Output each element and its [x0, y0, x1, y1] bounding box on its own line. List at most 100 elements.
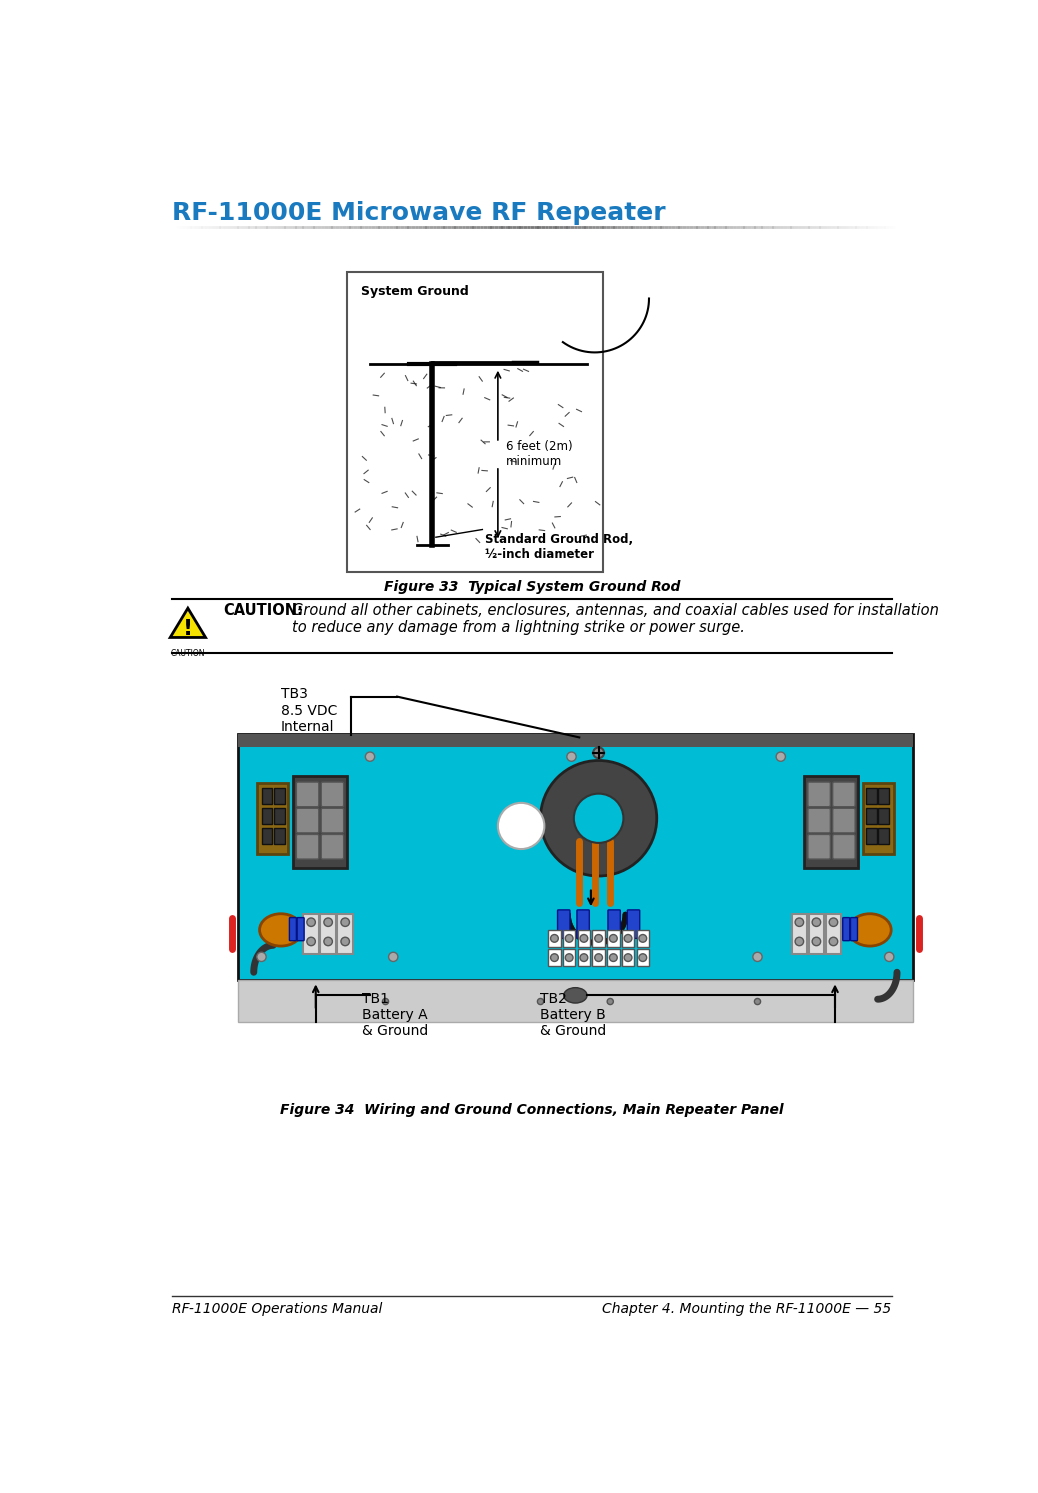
FancyBboxPatch shape — [303, 914, 319, 954]
Ellipse shape — [324, 918, 332, 927]
FancyBboxPatch shape — [321, 808, 344, 833]
Text: RF-11000E Operations Manual: RF-11000E Operations Manual — [172, 1302, 383, 1315]
FancyBboxPatch shape — [256, 782, 288, 854]
FancyBboxPatch shape — [337, 914, 353, 954]
Text: TB2
Battery B
& Ground: TB2 Battery B & Ground — [541, 991, 607, 1038]
FancyBboxPatch shape — [321, 835, 344, 858]
FancyBboxPatch shape — [578, 930, 590, 947]
Ellipse shape — [541, 760, 657, 876]
FancyBboxPatch shape — [792, 914, 808, 954]
FancyBboxPatch shape — [239, 733, 912, 979]
FancyBboxPatch shape — [347, 272, 602, 572]
FancyBboxPatch shape — [297, 918, 304, 941]
FancyBboxPatch shape — [832, 808, 855, 833]
Ellipse shape — [848, 914, 892, 947]
Ellipse shape — [538, 999, 544, 1005]
Text: RF-11000E Microwave RF Repeater: RF-11000E Microwave RF Repeater — [172, 200, 666, 225]
FancyBboxPatch shape — [548, 950, 561, 966]
FancyBboxPatch shape — [622, 950, 634, 966]
Ellipse shape — [609, 935, 618, 942]
FancyBboxPatch shape — [808, 782, 830, 806]
FancyBboxPatch shape — [563, 930, 575, 947]
Text: 6 feet (2m)
minimum: 6 feet (2m) minimum — [506, 440, 572, 469]
FancyBboxPatch shape — [262, 829, 272, 844]
FancyBboxPatch shape — [878, 788, 890, 803]
Text: Ground all other cabinets, enclosures, antennas, and coaxial cables used for ins: Ground all other cabinets, enclosures, a… — [293, 603, 939, 635]
Ellipse shape — [340, 918, 350, 927]
FancyBboxPatch shape — [636, 930, 649, 947]
FancyBboxPatch shape — [825, 914, 841, 954]
Ellipse shape — [776, 752, 786, 761]
Ellipse shape — [595, 935, 602, 942]
FancyBboxPatch shape — [808, 808, 830, 833]
FancyBboxPatch shape — [239, 733, 912, 748]
FancyBboxPatch shape — [843, 918, 850, 941]
Ellipse shape — [795, 918, 803, 927]
FancyBboxPatch shape — [850, 918, 857, 941]
FancyBboxPatch shape — [548, 930, 561, 947]
FancyBboxPatch shape — [607, 930, 620, 947]
Polygon shape — [170, 608, 206, 638]
FancyBboxPatch shape — [809, 914, 824, 954]
FancyBboxPatch shape — [878, 829, 890, 844]
FancyBboxPatch shape — [866, 829, 877, 844]
Ellipse shape — [566, 954, 573, 961]
Ellipse shape — [812, 938, 821, 945]
Ellipse shape — [624, 935, 632, 942]
Ellipse shape — [829, 938, 838, 945]
FancyBboxPatch shape — [878, 808, 890, 824]
FancyBboxPatch shape — [636, 950, 649, 966]
FancyBboxPatch shape — [297, 782, 319, 806]
Ellipse shape — [498, 803, 544, 850]
Ellipse shape — [829, 918, 838, 927]
Ellipse shape — [307, 938, 316, 945]
Ellipse shape — [609, 954, 618, 961]
FancyBboxPatch shape — [593, 930, 605, 947]
FancyBboxPatch shape — [832, 835, 855, 858]
FancyBboxPatch shape — [627, 909, 639, 939]
Ellipse shape — [388, 953, 398, 961]
FancyBboxPatch shape — [866, 788, 877, 803]
Text: TB1
Battery A
& Ground: TB1 Battery A & Ground — [362, 991, 429, 1038]
FancyBboxPatch shape — [274, 788, 284, 803]
Text: Chapter 4. Mounting the RF-11000E — 55: Chapter 4. Mounting the RF-11000E — 55 — [602, 1302, 892, 1315]
FancyBboxPatch shape — [577, 909, 590, 939]
Ellipse shape — [324, 938, 332, 945]
FancyBboxPatch shape — [321, 782, 344, 806]
FancyBboxPatch shape — [593, 950, 605, 966]
FancyBboxPatch shape — [297, 808, 319, 833]
FancyBboxPatch shape — [274, 829, 284, 844]
Ellipse shape — [566, 935, 573, 942]
Ellipse shape — [595, 954, 602, 961]
Ellipse shape — [550, 954, 558, 961]
FancyBboxPatch shape — [293, 776, 347, 869]
Ellipse shape — [574, 794, 624, 844]
Ellipse shape — [382, 999, 388, 1005]
FancyBboxPatch shape — [804, 776, 858, 869]
FancyBboxPatch shape — [578, 950, 590, 966]
Ellipse shape — [795, 938, 803, 945]
Text: !: ! — [183, 618, 193, 639]
Ellipse shape — [260, 914, 302, 947]
Text: CAUTION:: CAUTION: — [223, 603, 303, 618]
Text: Figure 34  Wiring and Ground Connections, Main Repeater Panel: Figure 34 Wiring and Ground Connections,… — [280, 1103, 784, 1117]
Ellipse shape — [755, 999, 761, 1005]
Ellipse shape — [593, 748, 604, 758]
FancyBboxPatch shape — [262, 808, 272, 824]
FancyBboxPatch shape — [239, 979, 912, 1023]
FancyBboxPatch shape — [808, 835, 830, 858]
Ellipse shape — [550, 935, 558, 942]
Ellipse shape — [639, 935, 647, 942]
FancyBboxPatch shape — [297, 835, 319, 858]
Text: System Ground: System Ground — [360, 285, 468, 299]
Text: Figure 33  Typical System Ground Rod: Figure 33 Typical System Ground Rod — [384, 579, 680, 594]
Text: TB3
8.5 VDC
Internal: TB3 8.5 VDC Internal — [281, 687, 337, 733]
Ellipse shape — [256, 953, 266, 961]
FancyBboxPatch shape — [622, 930, 634, 947]
FancyBboxPatch shape — [866, 808, 877, 824]
FancyBboxPatch shape — [321, 914, 336, 954]
FancyBboxPatch shape — [274, 808, 284, 824]
FancyBboxPatch shape — [290, 918, 297, 941]
Ellipse shape — [812, 918, 821, 927]
FancyBboxPatch shape — [608, 909, 621, 939]
